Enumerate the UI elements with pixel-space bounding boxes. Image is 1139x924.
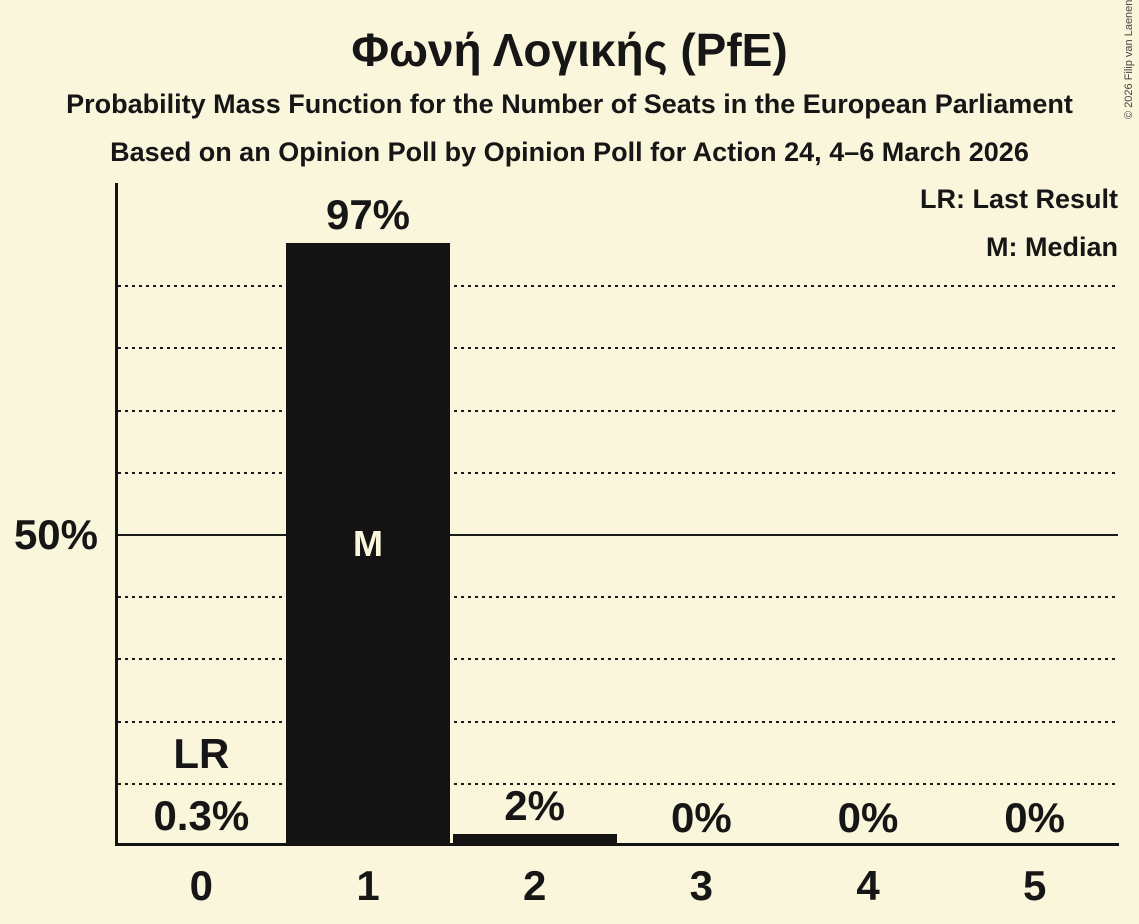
y-gridline-20: [118, 720, 1118, 723]
bar-value-label-5: 0%: [1004, 794, 1065, 841]
legend-last-result: LR: Last Result: [919, 184, 1118, 214]
y-gridline-30: [118, 658, 1118, 661]
bar-value-label-1: 97%: [325, 191, 411, 238]
y-gridline-90: [118, 285, 1118, 288]
x-tick-label-0: 0: [189, 862, 213, 909]
bar-value-label-3: 0%: [670, 794, 732, 841]
chart-subtitle: Probability Mass Function for the Number…: [66, 89, 1073, 119]
x-tick-label-5: 5: [1022, 862, 1047, 909]
legend-median: M: Median: [986, 232, 1118, 262]
bar-value-label-0: 0.3%: [153, 792, 250, 839]
bar-value-label-4: 0%: [837, 794, 899, 841]
x-tick-label-4: 4: [856, 862, 880, 909]
x-tick-label-3: 3: [689, 862, 713, 909]
x-axis-line: [115, 843, 1119, 846]
annotation-m: M: [353, 523, 383, 565]
y-gridline-60: [118, 471, 1118, 474]
y-gridline-10: [118, 782, 1118, 785]
bar-value-label-2: 2%: [504, 782, 565, 829]
x-tick-label-2: 2: [522, 862, 547, 909]
y-gridline-40: [118, 596, 1118, 599]
y-gridline-70: [118, 409, 1118, 412]
y-axis-50-label: 50%: [13, 511, 98, 558]
y-axis-line: [115, 183, 118, 846]
y-gridline-80: [118, 347, 1118, 350]
y-gridline-solid-50: [118, 534, 1118, 536]
chart-source-line: Based on an Opinion Poll by Opinion Poll…: [110, 137, 1029, 167]
bar-seats-1: [286, 243, 450, 846]
chart-title: Φωνή Λογικής (PfE): [351, 24, 788, 76]
x-tick-label-1: 1: [356, 862, 380, 909]
annotation-lr: LR: [173, 730, 230, 777]
